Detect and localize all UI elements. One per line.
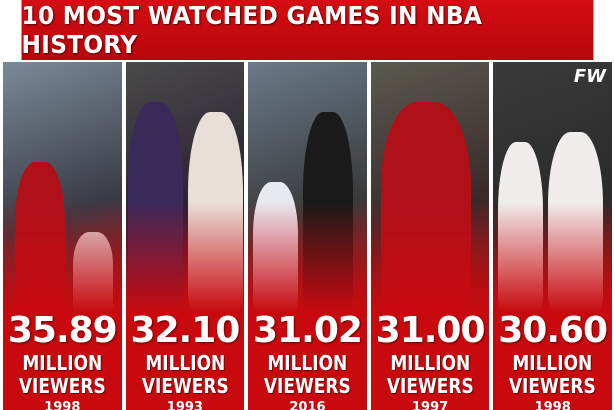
panel-1: 35.89 MILLION VIEWERS 1998 [3, 62, 122, 410]
game-photo [125, 62, 245, 312]
year: 2016 [289, 400, 326, 410]
year: 1993 [166, 400, 203, 410]
year: 1998 [44, 400, 81, 410]
viewer-label: MILLION VIEWERS [509, 351, 597, 398]
viewer-count: 30.60 [498, 310, 608, 351]
viewer-count: 35.89 [7, 310, 118, 351]
viewer-label: MILLION VIEWERS [264, 351, 351, 398]
viewer-count: 31.02 [253, 310, 363, 351]
panel-2: 32.10 MILLION VIEWERS 1993 [125, 62, 245, 410]
logo: FW [573, 66, 606, 87]
game-photo [370, 62, 490, 312]
game-photo [493, 62, 612, 312]
viewer-label: MILLION VIEWERS [386, 351, 474, 398]
panel-3: 31.02 MILLION VIEWERS 2016 [248, 62, 367, 410]
viewer-label: MILLION VIEWERS [18, 351, 106, 398]
headline: 10 MOST WATCHED GAMES IN NBA HISTORY [21, 0, 594, 60]
game-photo [3, 62, 122, 312]
year: 1997 [411, 400, 449, 410]
year: 1998 [534, 400, 571, 410]
panel-4: 31.00 MILLION VIEWERS 1997 [370, 62, 490, 410]
panels-row: 35.89 MILLION VIEWERS 1998 32.10 MILLION V… [0, 60, 615, 410]
viewer-count: 32.10 [130, 310, 240, 351]
game-photo [248, 62, 367, 312]
viewer-label: MILLION VIEWERS [141, 351, 229, 398]
viewer-count: 31.00 [375, 310, 486, 351]
panel-5: FW 30.60 MILLION VIEWERS 1998 [493, 62, 612, 410]
